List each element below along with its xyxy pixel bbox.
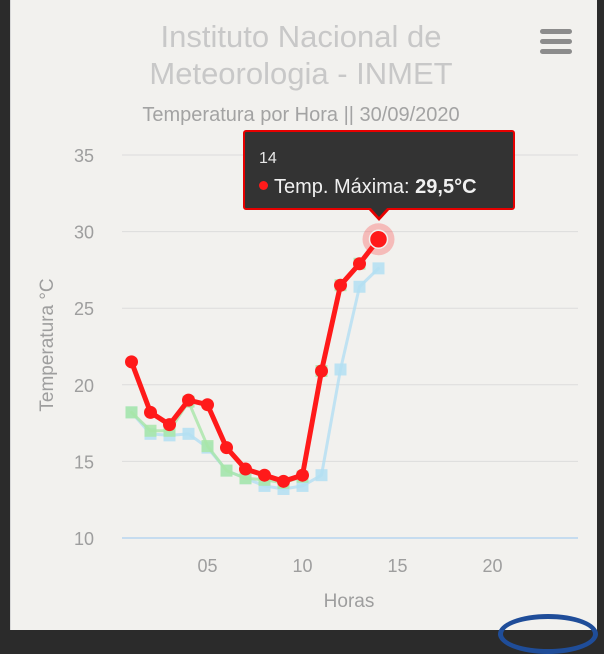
data-point: [239, 462, 252, 476]
series-group: [125, 223, 395, 495]
tooltip-body: Temp. Máxima: 29,5°C: [259, 176, 477, 199]
data-point: [296, 468, 309, 482]
x-tick-label: 10: [292, 556, 312, 576]
chart-panel: [10, 0, 597, 630]
temperature-chart: 10 15 20 25 30 35 05 10 15 20 Temperatura °C Hor…: [37, 146, 578, 612]
series-dot-icon: [259, 181, 268, 190]
x-axis-ticks: 05 10 15 20: [197, 556, 502, 576]
title-line-1: Instituto Nacional de: [160, 19, 442, 54]
data-point: [220, 441, 233, 455]
data-point: [353, 280, 366, 293]
x-tick-label: 15: [387, 556, 407, 576]
hamburger-menu-icon[interactable]: [540, 29, 572, 57]
data-point: [144, 424, 157, 437]
data-point: [201, 398, 214, 412]
inmet-logo: [498, 614, 598, 654]
data-point: [182, 427, 195, 440]
data-point: [315, 364, 328, 378]
y-tick-label: 30: [74, 223, 94, 243]
data-point: [144, 405, 157, 419]
y-axis-ticks: 10 15 20 25 30 35: [74, 146, 94, 549]
data-point: [182, 393, 195, 407]
x-tick-label: 05: [197, 556, 217, 576]
chart-title: Temperatura por Hora || 30/09/2020: [142, 104, 460, 126]
data-point: [353, 257, 366, 271]
data-point: [163, 418, 176, 432]
data-point: [334, 363, 347, 376]
x-axis-label: Horas: [324, 591, 375, 612]
title-line-2: Meteorologia - INMET: [149, 56, 453, 91]
hover-point: [368, 229, 389, 250]
data-point: [258, 468, 271, 482]
x-tick-label: 20: [482, 556, 502, 576]
data-point: [220, 464, 233, 477]
data-point: [296, 479, 309, 492]
data-point: [201, 440, 214, 453]
series-line: [130, 266, 380, 491]
data-point: [277, 474, 290, 488]
y-tick-label: 35: [74, 146, 94, 166]
series-1: [125, 233, 385, 489]
data-point: [125, 355, 138, 369]
data-point: [372, 262, 385, 275]
data-point: [125, 406, 138, 419]
data-point: [334, 278, 347, 292]
page-title: Instituto Nacional de Meteorologia - INM…: [0, 18, 602, 92]
tooltip-label: Temp. Máxima:: [274, 176, 410, 198]
data-point: [315, 469, 328, 482]
series-0: [125, 232, 385, 488]
y-tick-label: 25: [74, 299, 94, 319]
grid-lines: [122, 154, 578, 539]
data-point: [239, 472, 252, 485]
tooltip-value: 29,5°C: [415, 176, 477, 198]
y-axis-label: Temperatura °C: [37, 278, 58, 411]
y-tick-label: 15: [74, 452, 94, 472]
y-tick-label: 10: [74, 529, 94, 549]
tooltip-header: 14: [259, 150, 277, 167]
series-2: [125, 262, 385, 495]
tooltip: 14 Temp. Máxima: 29,5°C: [243, 130, 515, 221]
y-tick-label: 20: [74, 376, 94, 396]
